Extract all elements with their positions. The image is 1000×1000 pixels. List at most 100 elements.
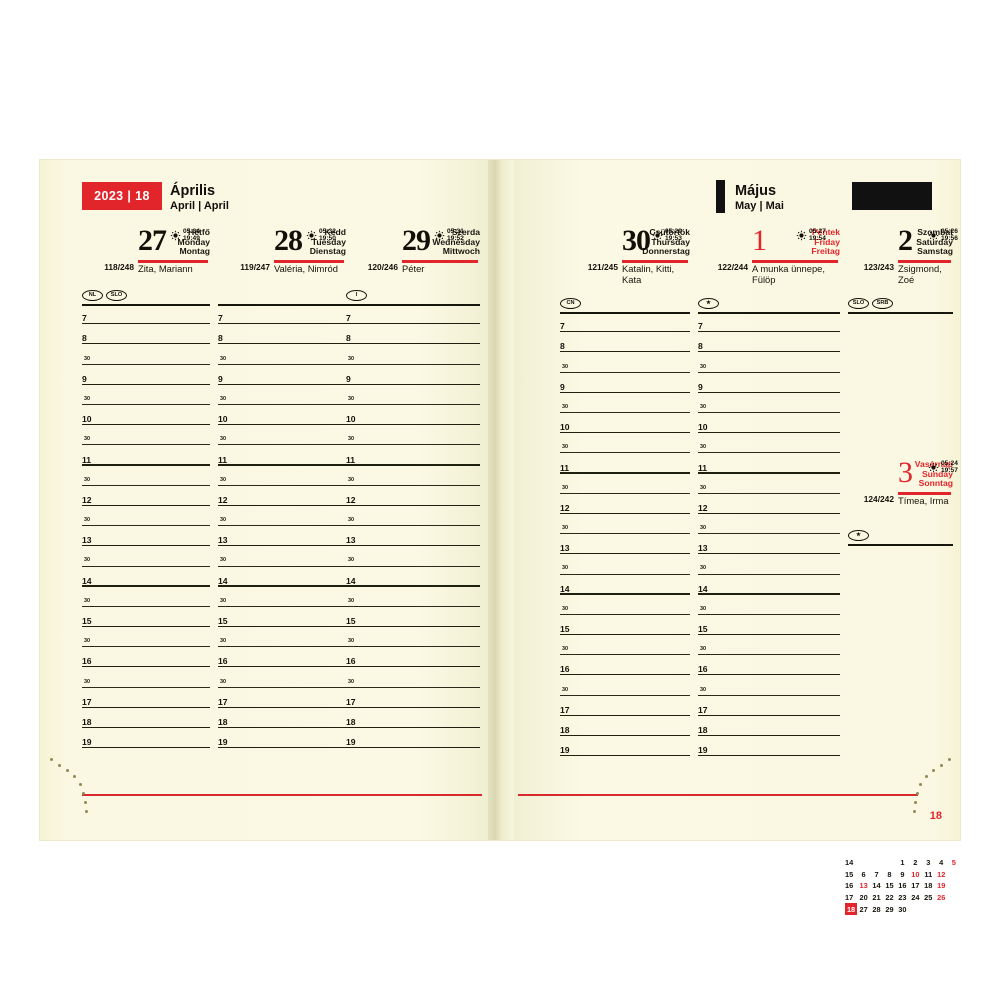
writing-line[interactable] — [346, 343, 480, 345]
writing-line[interactable] — [218, 666, 346, 668]
hour-row[interactable]: 30 — [560, 554, 690, 575]
writing-line[interactable] — [82, 504, 210, 506]
writing-line[interactable] — [346, 625, 480, 627]
mini-calendar-day[interactable]: 19 — [937, 881, 946, 891]
hour-row[interactable]: 30 — [560, 514, 690, 535]
hour-row[interactable]: 15 — [346, 607, 480, 627]
hour-row[interactable]: 17 — [346, 688, 480, 708]
writing-line[interactable] — [560, 754, 690, 757]
hour-row[interactable]: 14 — [346, 566, 480, 587]
writing-line[interactable] — [346, 423, 480, 426]
writing-line[interactable] — [218, 343, 346, 345]
writing-line[interactable] — [346, 565, 480, 567]
mini-calendar-day[interactable]: 17 — [911, 881, 920, 891]
writing-line[interactable] — [346, 383, 480, 385]
writing-line[interactable] — [346, 545, 480, 547]
writing-line[interactable] — [218, 444, 346, 446]
writing-line[interactable] — [698, 754, 840, 757]
writing-line[interactable] — [560, 674, 690, 676]
mini-calendar-day[interactable]: 10 — [911, 869, 920, 879]
hour-row[interactable]: 16 — [560, 655, 690, 676]
writing-line[interactable] — [82, 565, 210, 567]
mini-calendar-day[interactable]: 6 — [861, 869, 866, 879]
writing-line[interactable] — [218, 605, 346, 607]
writing-line[interactable] — [698, 613, 840, 615]
writing-line[interactable] — [218, 746, 346, 749]
hour-row[interactable]: 30 — [346, 587, 480, 607]
writing-line[interactable] — [82, 605, 210, 607]
writing-line[interactable] — [82, 464, 210, 466]
hour-row[interactable]: 30 — [82, 587, 210, 607]
hour-row[interactable]: 30 — [560, 433, 690, 454]
hour-row[interactable]: 30 — [82, 506, 210, 527]
hour-row[interactable]: 8 — [218, 324, 346, 345]
writing-line[interactable] — [346, 585, 480, 587]
hour-row[interactable]: 30 — [82, 344, 210, 365]
hour-row[interactable]: 17 — [560, 696, 690, 716]
writing-line[interactable] — [560, 391, 690, 393]
hour-row[interactable]: 17 — [698, 696, 840, 716]
writing-line[interactable] — [698, 633, 840, 635]
writing-line[interactable] — [346, 484, 480, 486]
writing-line[interactable] — [560, 714, 690, 716]
writing-line[interactable] — [218, 525, 346, 527]
hour-row[interactable]: 10 — [346, 405, 480, 426]
hour-row[interactable]: 30 — [698, 595, 840, 615]
writing-line[interactable] — [82, 363, 210, 365]
hour-row[interactable]: 13 — [560, 534, 690, 555]
hour-row[interactable]: 17 — [218, 688, 346, 708]
hour-row[interactable]: 11 — [560, 453, 690, 474]
writing-line[interactable] — [698, 391, 840, 393]
hour-row[interactable]: 15 — [218, 607, 346, 627]
hour-row[interactable]: 30 — [346, 466, 480, 486]
writing-line[interactable] — [218, 323, 346, 325]
writing-line[interactable] — [82, 625, 210, 627]
mini-calendar-day[interactable]: 23 — [898, 893, 907, 903]
writing-line[interactable] — [698, 431, 840, 434]
writing-line[interactable] — [218, 706, 346, 708]
hour-row[interactable]: 19 — [560, 736, 690, 757]
mini-calendar-day[interactable]: 30 — [898, 904, 907, 914]
hour-row[interactable]: 10 — [218, 405, 346, 426]
writing-line[interactable] — [698, 331, 840, 333]
mini-calendar-day[interactable]: 15 — [885, 881, 894, 891]
hour-row[interactable]: 8 — [346, 324, 480, 345]
hour-row[interactable]: 7 — [560, 312, 690, 333]
mini-calendar-day[interactable]: 14 — [872, 881, 881, 891]
writing-line[interactable] — [218, 585, 346, 587]
hour-row[interactable]: 30 — [560, 474, 690, 494]
hour-row[interactable]: 30 — [346, 385, 480, 405]
writing-line[interactable] — [560, 734, 690, 736]
hour-row[interactable]: 30 — [698, 433, 840, 454]
hour-row[interactable]: 12 — [82, 486, 210, 506]
writing-line[interactable] — [218, 625, 346, 627]
mini-calendar-day[interactable]: 28 — [872, 904, 881, 914]
writing-line[interactable] — [698, 553, 840, 555]
writing-line[interactable] — [346, 646, 480, 648]
hour-row[interactable]: 30 — [698, 474, 840, 494]
mini-calendar-day[interactable]: 16 — [898, 881, 907, 891]
hour-row[interactable]: 30 — [698, 514, 840, 535]
hour-row[interactable]: 30 — [346, 546, 480, 567]
hour-row[interactable]: 10 — [560, 413, 690, 434]
writing-line[interactable] — [560, 694, 690, 696]
hour-row[interactable]: 14 — [82, 566, 210, 587]
writing-line[interactable] — [218, 363, 346, 365]
hour-row[interactable]: 30 — [82, 385, 210, 405]
hour-row[interactable]: 30 — [560, 352, 690, 373]
writing-line[interactable] — [346, 363, 480, 365]
mini-calendar-day[interactable]: 2 — [913, 858, 918, 868]
hour-row[interactable]: 30 — [560, 393, 690, 413]
writing-line[interactable] — [346, 525, 480, 527]
hour-row[interactable]: 13 — [346, 526, 480, 547]
hour-row[interactable]: 9 — [346, 365, 480, 385]
hour-row[interactable]: 15 — [560, 615, 690, 635]
hour-row[interactable]: 30 — [560, 635, 690, 656]
mini-calendar-day[interactable]: 20 — [859, 893, 868, 903]
writing-line[interactable] — [82, 706, 210, 708]
writing-line[interactable] — [560, 492, 690, 494]
mini-calendar-day[interactable]: 21 — [872, 893, 881, 903]
hour-row[interactable]: 11 — [346, 445, 480, 466]
hour-row[interactable]: 30 — [218, 667, 346, 688]
writing-line[interactable] — [698, 654, 840, 656]
